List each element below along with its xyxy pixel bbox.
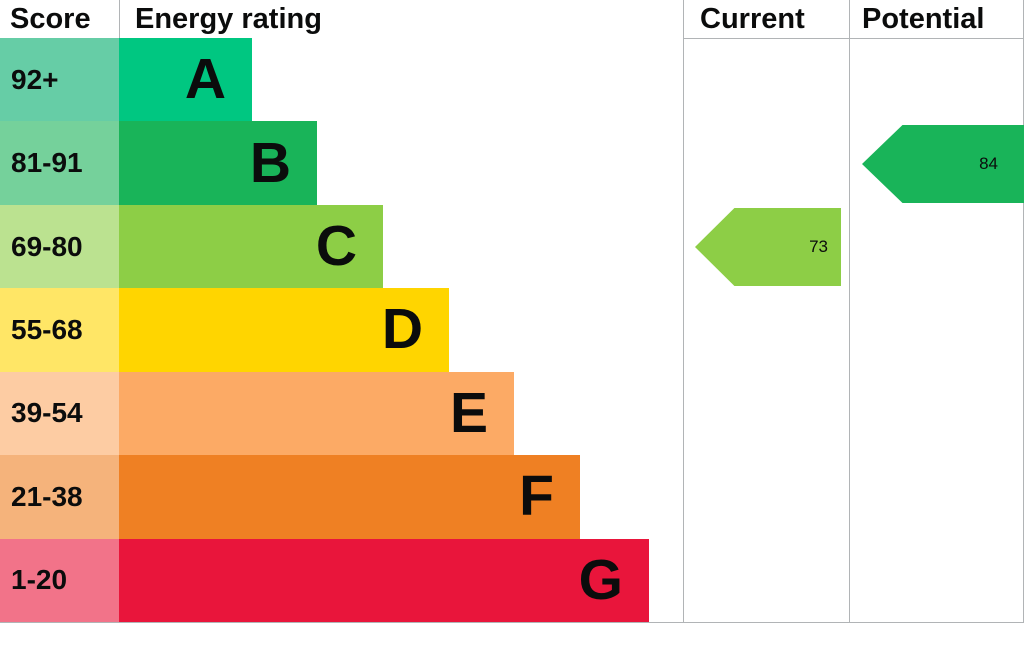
- band-bar: E: [119, 371, 514, 456]
- band-letter: A: [184, 47, 226, 112]
- divider-bottom: [0, 622, 1024, 623]
- band-letter: F: [519, 464, 554, 529]
- band-row-f: 21-38 F: [0, 455, 1024, 539]
- band-letter: C: [315, 214, 357, 279]
- potential-rating-arrow: 84: [862, 125, 1024, 203]
- band-letter: G: [578, 547, 623, 612]
- band-score: 69-80: [0, 204, 119, 289]
- band-bar: D: [119, 288, 449, 372]
- band-row-a: 92+ A: [0, 38, 1024, 122]
- band-letter: D: [381, 297, 423, 362]
- band-score: 55-68: [0, 288, 119, 372]
- band-score: 81-91: [0, 121, 119, 205]
- band-bar: C: [119, 204, 383, 289]
- divider-score: [119, 0, 120, 38]
- header-score: Score: [10, 3, 91, 35]
- band-score: 39-54: [0, 371, 119, 456]
- divider-under-header: [683, 38, 1024, 39]
- band-rows: 92+ A 81-91 B 69-80 C 55-68 D 39-54: [0, 38, 1024, 622]
- band-row-d: 55-68 D: [0, 288, 1024, 372]
- band-row-c: 69-80 C: [0, 204, 1024, 289]
- header-energy-rating: Energy rating: [135, 3, 322, 35]
- divider-current: [683, 0, 684, 622]
- band-score: 1-20: [0, 538, 119, 622]
- potential-rating-value: 84: [979, 154, 998, 173]
- band-bar: G: [119, 538, 649, 622]
- chart-header: Score Energy rating Current Potential: [0, 0, 1024, 38]
- band-letter: B: [249, 130, 291, 195]
- band-row-g: 1-20 G: [0, 538, 1024, 622]
- band-row-b: 81-91 B: [0, 121, 1024, 205]
- band-bar: A: [119, 38, 252, 122]
- current-rating-value: 73: [809, 237, 828, 256]
- band-bar: F: [119, 455, 580, 539]
- header-potential: Potential: [862, 3, 985, 35]
- band-score: 21-38: [0, 455, 119, 539]
- band-score: 92+: [0, 38, 119, 122]
- band-row-e: 39-54 E: [0, 371, 1024, 456]
- header-current: Current: [700, 3, 805, 35]
- divider-potential: [849, 0, 850, 622]
- band-bar: B: [119, 121, 317, 205]
- band-letter: E: [449, 380, 488, 445]
